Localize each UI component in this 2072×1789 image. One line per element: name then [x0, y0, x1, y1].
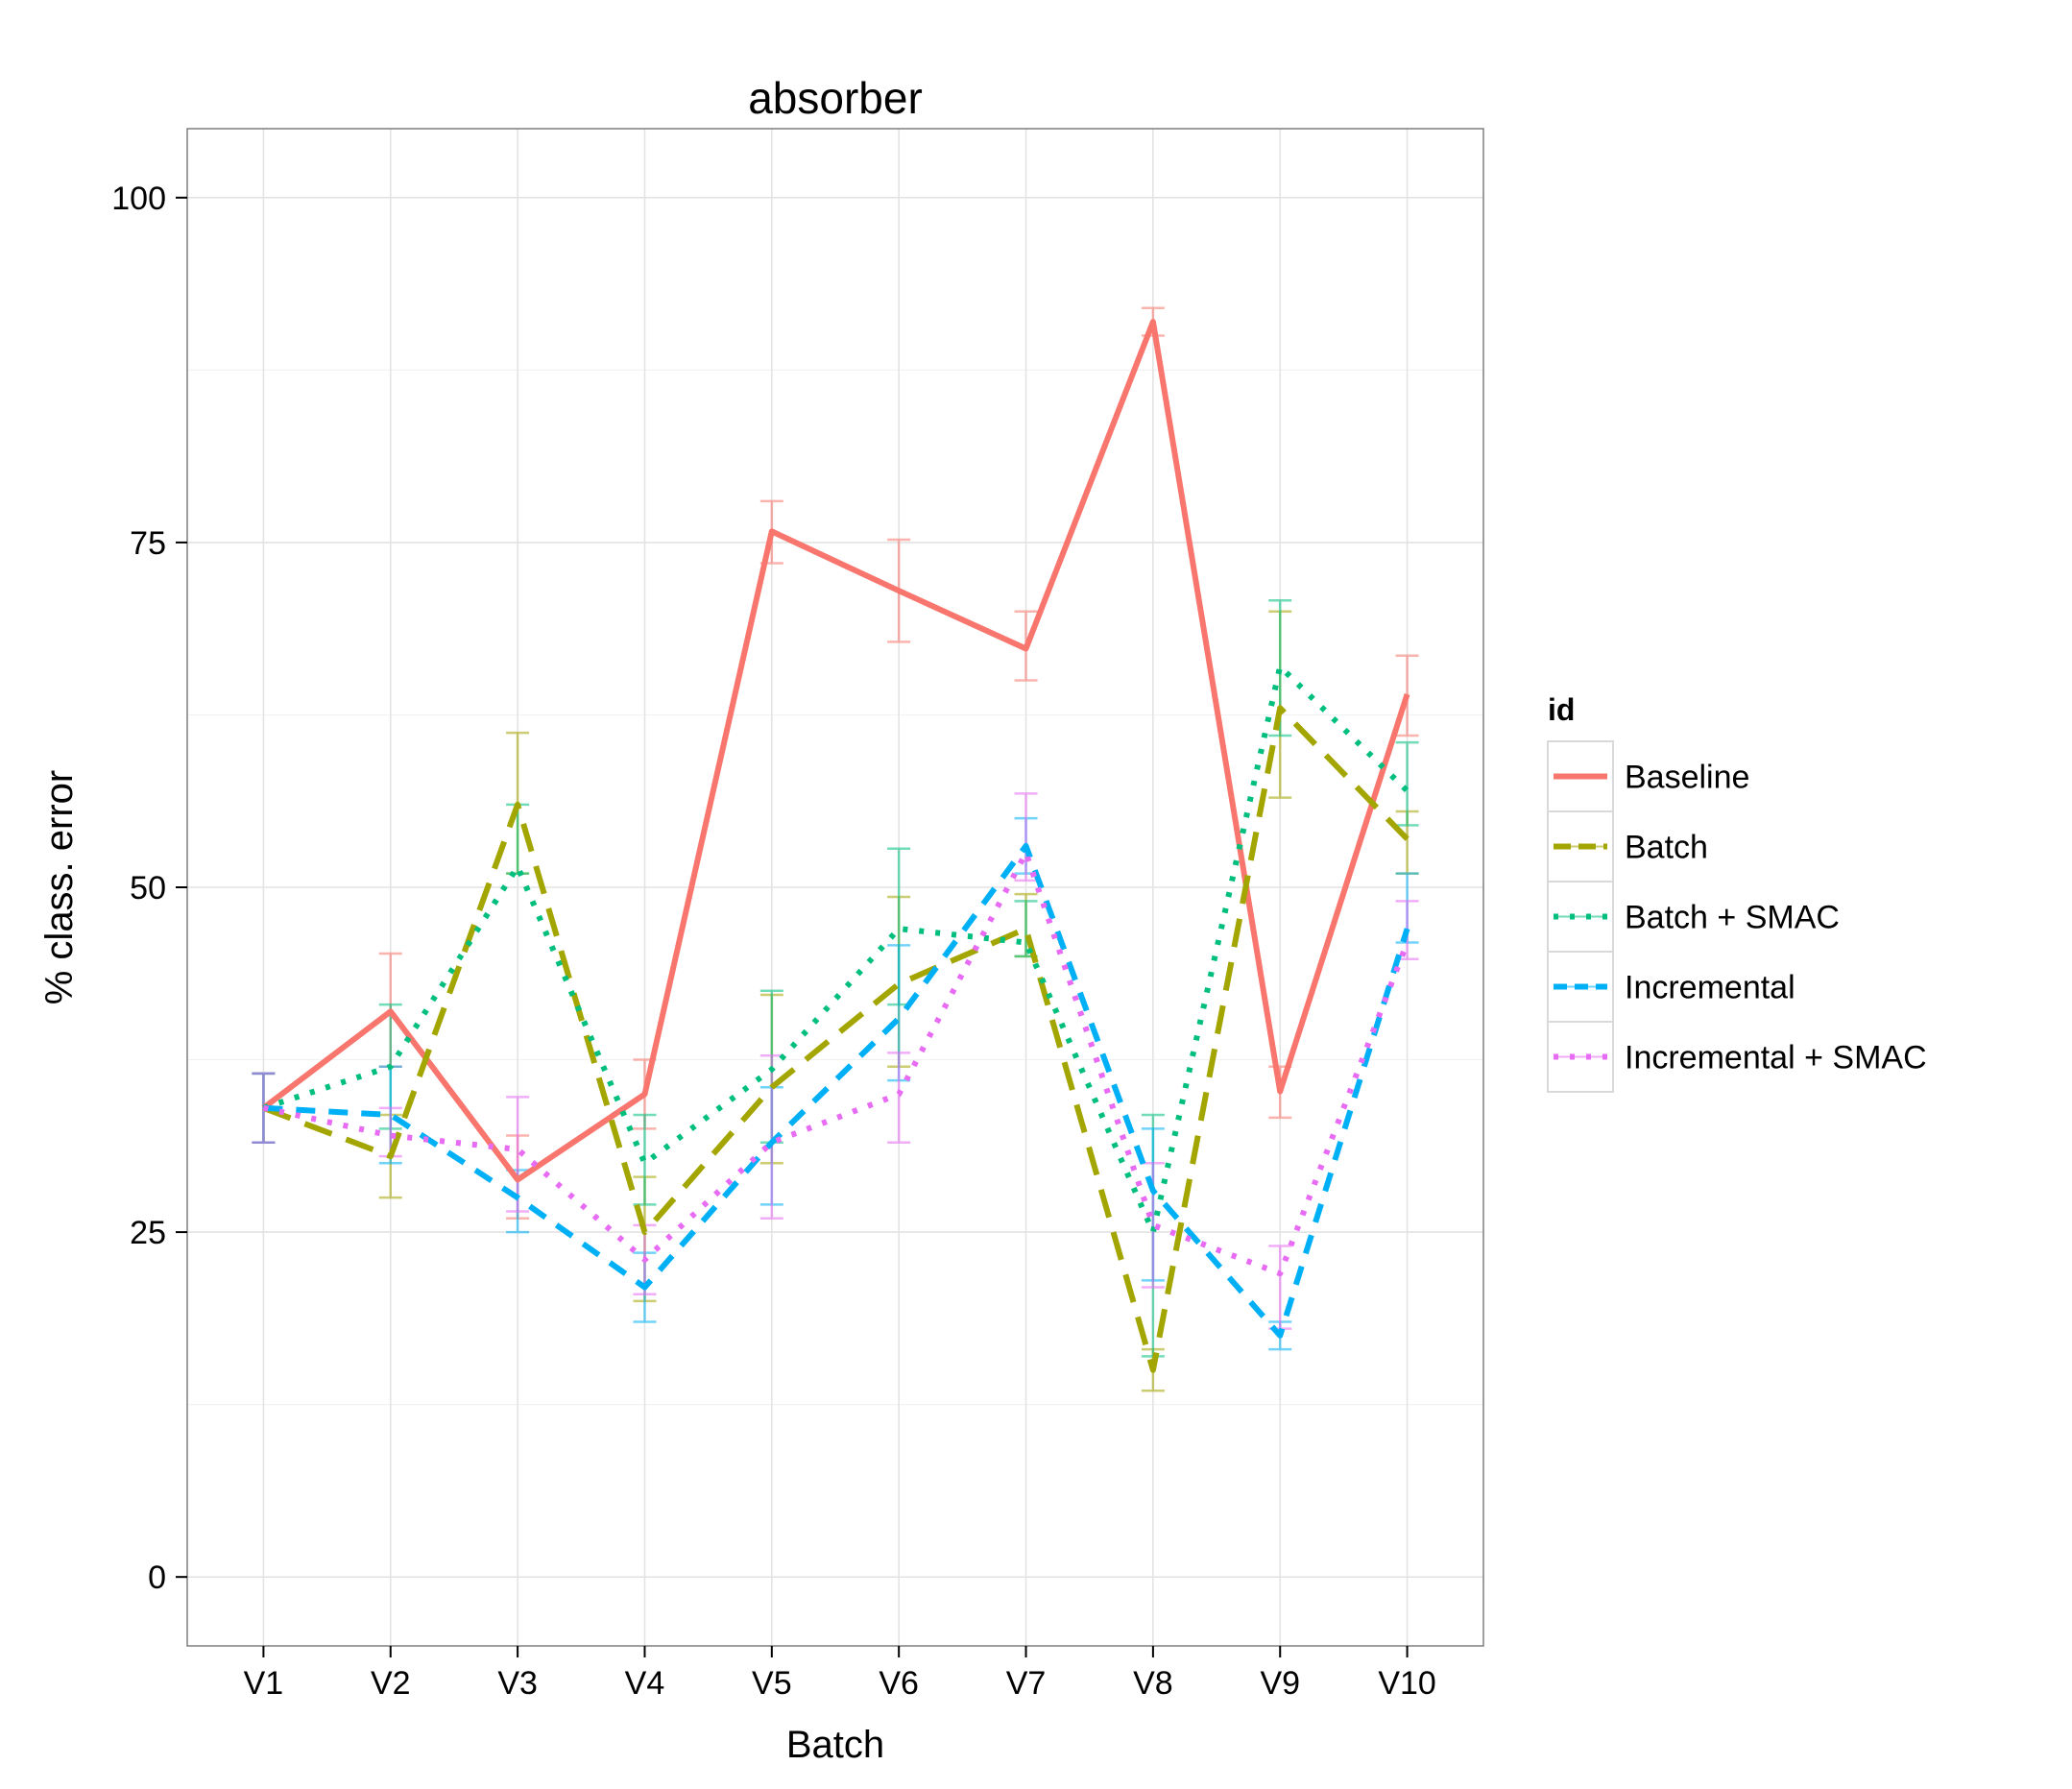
- x-tick-label: V7: [1006, 1665, 1047, 1702]
- legend-label-incremental: Incremental: [1625, 970, 1795, 1006]
- x-axis: V1 V2 V3 V4 V5 V6 V7 V8 V9 V10: [244, 1646, 1436, 1702]
- y-axis: 0 25 50 75 100: [111, 181, 187, 1596]
- series-line-batch: [262, 705, 1409, 1373]
- line-layer: [261, 319, 1410, 1373]
- legend-label-batch-smac: Batch + SMAC: [1625, 900, 1840, 936]
- x-tick-label: V6: [879, 1665, 919, 1702]
- legend-label-incremental-smac: Incremental + SMAC: [1625, 1040, 1927, 1076]
- x-tick-label: V1: [244, 1665, 284, 1702]
- errorbar-layer: [252, 306, 1419, 1392]
- y-tick-label: 100: [111, 181, 166, 217]
- y-tick-label: 25: [130, 1215, 166, 1251]
- x-tick-label: V9: [1260, 1665, 1300, 1702]
- legend: id Baseline Batch Batch + SMAC Incremental I…: [1547, 692, 1927, 1093]
- legend-label-baseline: Baseline: [1625, 760, 1749, 796]
- series-line-incremental-smac: [262, 850, 1410, 1277]
- errorbars-incremental-smac: [252, 792, 1419, 1330]
- y-tick-label: 75: [130, 525, 166, 562]
- chart-title: absorber: [748, 73, 923, 123]
- x-tick-label: V10: [1378, 1665, 1436, 1702]
- y-axis-title: % class. error: [38, 770, 81, 1005]
- series-line-incremental: [263, 842, 1410, 1339]
- x-tick-label: V3: [497, 1665, 538, 1702]
- x-tick-label: V8: [1133, 1665, 1173, 1702]
- y-tick-label: 50: [130, 870, 166, 907]
- legend-items: Baseline Batch Batch + SMAC Incremental Incr…: [1547, 740, 1927, 1093]
- x-axis-title: Batch: [786, 1724, 884, 1766]
- y-tick-label: 0: [148, 1559, 166, 1596]
- x-tick-label: V2: [371, 1665, 411, 1702]
- x-tick-label: V4: [625, 1665, 665, 1702]
- x-tick-label: V5: [752, 1665, 792, 1702]
- legend-label-batch: Batch: [1625, 830, 1708, 866]
- series-line-baseline: [261, 319, 1410, 1183]
- legend-title: id: [1548, 692, 1575, 727]
